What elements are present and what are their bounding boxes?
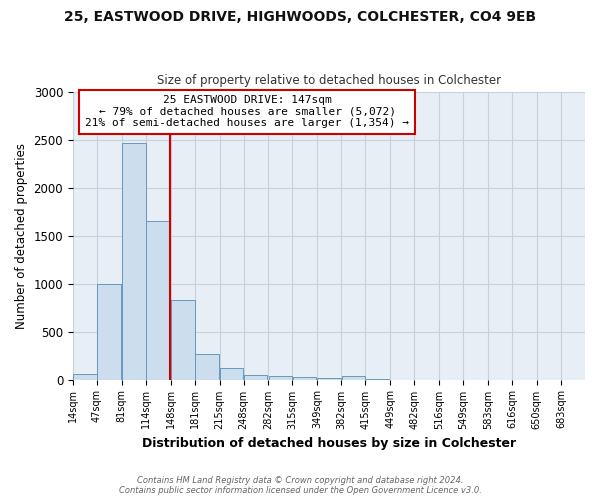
Bar	[341, 376, 365, 380]
Bar	[244, 375, 268, 380]
Title: Size of property relative to detached houses in Colchester: Size of property relative to detached ho…	[157, 74, 501, 87]
Y-axis label: Number of detached properties: Number of detached properties	[15, 143, 28, 329]
Bar	[122, 143, 146, 380]
Bar	[171, 300, 194, 380]
Text: 25 EASTWOOD DRIVE: 147sqm
← 79% of detached houses are smaller (5,072)
21% of se: 25 EASTWOOD DRIVE: 147sqm ← 79% of detac…	[85, 95, 409, 128]
Bar	[293, 376, 316, 380]
Bar	[97, 284, 121, 380]
Text: 25, EASTWOOD DRIVE, HIGHWOODS, COLCHESTER, CO4 9EB: 25, EASTWOOD DRIVE, HIGHWOODS, COLCHESTE…	[64, 10, 536, 24]
Bar	[269, 376, 292, 380]
Text: Contains HM Land Registry data © Crown copyright and database right 2024.
Contai: Contains HM Land Registry data © Crown c…	[119, 476, 481, 495]
Bar	[73, 374, 97, 380]
Bar	[317, 378, 341, 380]
X-axis label: Distribution of detached houses by size in Colchester: Distribution of detached houses by size …	[142, 437, 516, 450]
Bar	[146, 220, 170, 380]
Bar	[195, 354, 218, 380]
Bar	[220, 368, 244, 380]
